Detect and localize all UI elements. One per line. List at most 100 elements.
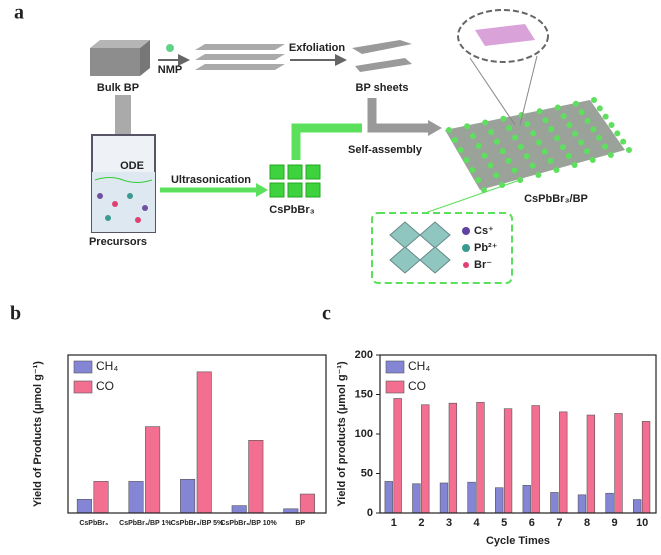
wave: [94, 177, 153, 183]
dot: [591, 97, 597, 103]
dot: [475, 142, 482, 149]
dot: [451, 137, 458, 143]
bar: [180, 478, 196, 514]
dot: [512, 134, 519, 141]
bar: [299, 493, 315, 514]
dot: [602, 143, 609, 150]
inset-box: [371, 212, 513, 284]
dot: [548, 126, 555, 133]
legend-swatch: [73, 380, 93, 394]
dot: [488, 129, 495, 136]
label: Exfoliation: [289, 42, 346, 54]
label: BP sheets: [356, 82, 409, 94]
bar: [614, 413, 623, 514]
y-axis-label: Yield of Products (μmol g⁻¹): [32, 361, 44, 507]
pb-dot: [462, 244, 470, 252]
x-tick-label: 9: [612, 517, 618, 529]
dot: [578, 109, 585, 116]
dot: [469, 167, 476, 173]
x-tick-label: 6: [529, 517, 535, 529]
br-dot: [463, 262, 469, 268]
bar: [605, 492, 614, 514]
legend-swatch: [73, 360, 93, 374]
bar: [283, 508, 299, 514]
bar: [439, 482, 449, 514]
bulk-block: [90, 48, 140, 76]
dot: [493, 172, 500, 179]
dot: [559, 144, 566, 151]
bar: [641, 421, 651, 514]
dot: [614, 130, 621, 137]
stacked-sheets: [195, 44, 285, 70]
label: Cs⁺: [474, 225, 494, 237]
x-tick-label: 8: [584, 517, 590, 529]
dot: [499, 148, 506, 155]
label: Self-assembly: [348, 144, 423, 156]
legend-label: CH₄: [96, 359, 118, 373]
label: ODE: [120, 160, 144, 172]
dot: [475, 177, 482, 183]
plot-frame: [67, 354, 327, 514]
dot: [566, 122, 573, 128]
bar: [503, 408, 513, 514]
bar: [476, 402, 485, 514]
panel-label: c: [322, 303, 331, 325]
dot: [589, 157, 596, 163]
arrow: [367, 98, 430, 133]
dot: [530, 130, 537, 137]
x-tick-label: 10: [636, 517, 648, 529]
dot: [565, 153, 572, 160]
dot: [596, 105, 603, 112]
x-tick-label: 1: [391, 517, 397, 529]
dot: [482, 119, 489, 126]
bar: [145, 426, 161, 514]
bar: [93, 481, 109, 514]
arrow-head: [428, 120, 442, 136]
label: Br⁻: [474, 259, 492, 271]
dot: [446, 127, 452, 133]
bar: [128, 481, 144, 514]
bar: [393, 398, 402, 514]
nmp-dot: [166, 44, 174, 52]
bar: [577, 494, 587, 514]
precursor-dots: [97, 193, 148, 223]
legend-label: CO: [408, 379, 426, 393]
probe: [115, 95, 131, 145]
dot: [547, 157, 554, 164]
x-tick-label: 7: [556, 517, 562, 529]
y-tick-label: 200: [355, 349, 373, 361]
dot: [560, 113, 567, 120]
legend-label: CO: [96, 379, 114, 393]
dot: [602, 113, 609, 120]
label: Precursors: [89, 236, 147, 248]
bulk-top: [90, 40, 150, 48]
dot: [583, 148, 590, 155]
dot: [572, 130, 579, 137]
dot: [463, 157, 470, 163]
dot: [572, 100, 579, 107]
dot: [554, 104, 561, 111]
inset-line: [424, 179, 521, 214]
dot: [542, 117, 549, 124]
composite-mat: [445, 100, 625, 190]
octahedra: [389, 221, 451, 274]
dot: [529, 162, 536, 169]
dot: [578, 139, 585, 146]
y-tick-label: 100: [355, 428, 373, 440]
cs-dot: [462, 227, 470, 235]
zoom-circle: [457, 9, 549, 63]
dot: [505, 157, 512, 164]
dot: [596, 134, 603, 141]
zoom-line: [469, 57, 516, 126]
bar: [448, 402, 458, 514]
label: CsPbBr₃/BP: [524, 193, 588, 205]
bar: [633, 499, 642, 514]
bulk-side: [140, 40, 150, 76]
bar: [559, 411, 568, 514]
bp-sheets: [352, 40, 412, 72]
dot: [607, 152, 614, 158]
schematic: a Exfoliation Bulk BP NMP BP sheets Self…: [14, 2, 632, 284]
x-tick-label: CsPbBr₃/BP 5%: [171, 520, 224, 527]
dot: [554, 135, 561, 142]
y-tick-label: 0: [367, 507, 373, 519]
